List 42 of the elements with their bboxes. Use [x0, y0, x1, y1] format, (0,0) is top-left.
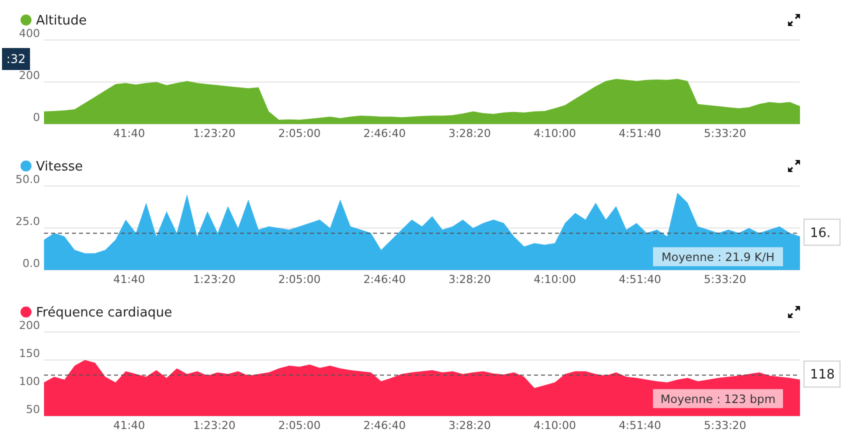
x-tick-label: 4:10:00 — [534, 419, 576, 432]
y-tick-label: 0 — [33, 111, 40, 124]
text: :32 — [6, 52, 26, 66]
x-tick-label: 2:46:40 — [363, 273, 406, 286]
y-tick-label: 200 — [19, 69, 40, 82]
y-tick-label: 50.0 — [16, 173, 40, 186]
y-tick-label: 200 — [19, 319, 40, 332]
y-tick-label: 50 — [26, 403, 40, 416]
x-tick-label: 2:05:00 — [278, 127, 321, 140]
x-tick-label: 2:05:00 — [278, 419, 321, 432]
x-tick-label: 5:33:20 — [704, 127, 746, 140]
x-tick-label: 5:33:20 — [704, 273, 746, 286]
x-tick-label: 4:10:00 — [534, 273, 576, 286]
x-tick-label: 3:28:20 — [448, 419, 491, 432]
text: 16. — [810, 226, 831, 241]
x-tick-label: 4:51:40 — [618, 419, 662, 432]
x-tick-label: 4:10:00 — [534, 127, 576, 140]
ref-line-label: Moyenne : 123 bpm — [660, 392, 776, 406]
y-tick-label: 400 — [19, 27, 40, 40]
legend-label: Fréquence cardiaque — [36, 306, 172, 321]
x-tick-label: 41:40 — [113, 273, 145, 286]
x-tick-label: 41:40 — [113, 419, 145, 432]
x-tick-label: 2:46:40 — [363, 127, 406, 140]
text: 118 — [810, 368, 835, 383]
x-tick-label: 5:33:20 — [704, 419, 746, 432]
x-tick-label: 1:23:20 — [193, 273, 236, 286]
y-tick-label: 25.0 — [16, 215, 40, 228]
x-tick-label: 1:23:20 — [193, 419, 236, 432]
y-tick-label: 150 — [19, 347, 40, 360]
legend-label: Vitesse — [36, 160, 83, 175]
x-tick-label: 2:46:40 — [363, 419, 406, 432]
ref-line-label: Moyenne : 21.9 K/H — [661, 250, 775, 264]
x-tick-label: 2:05:00 — [278, 273, 321, 286]
legend-label: Altitude — [36, 14, 87, 29]
x-tick-label: 41:40 — [113, 127, 145, 140]
x-tick-label: 3:28:20 — [448, 127, 491, 140]
x-tick-label: 3:28:20 — [448, 273, 491, 286]
x-tick-label: 4:51:40 — [618, 273, 662, 286]
y-tick-label: 0.0 — [22, 257, 40, 270]
x-tick-label: 1:23:20 — [193, 127, 236, 140]
x-tick-label: 4:51:40 — [618, 127, 662, 140]
y-tick-label: 100 — [19, 375, 40, 388]
